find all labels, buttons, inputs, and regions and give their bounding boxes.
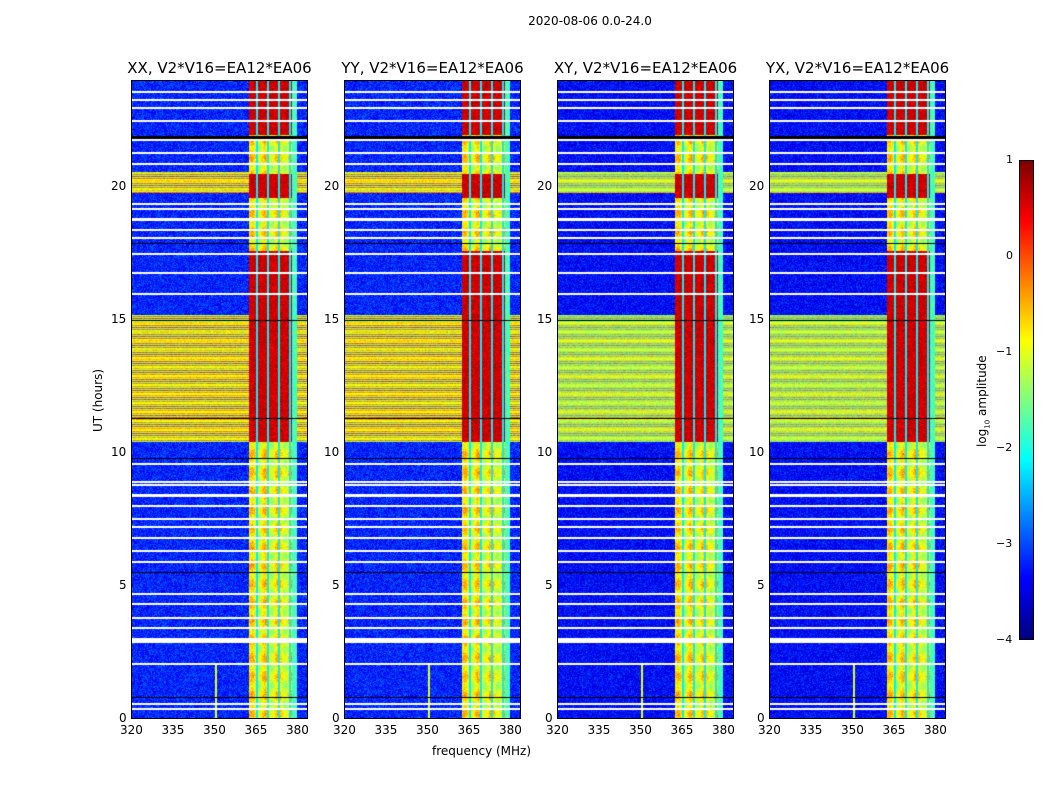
y-tick-label: 5: [119, 577, 127, 592]
y-tick-label: 0: [119, 711, 127, 725]
y-tick-label: 5: [757, 577, 765, 592]
y-tick-label: 5: [545, 577, 553, 592]
y-tick-label: 20: [324, 178, 340, 193]
colorbar-tick-label: −4: [996, 633, 1013, 646]
x-tick-label: 320: [546, 723, 569, 737]
panel-title: XY, V2*V16=EA12*EA06: [553, 59, 738, 77]
colorbar-tick-label: −3: [996, 537, 1013, 550]
y-tick-label: 20: [111, 178, 127, 193]
x-tick-label: 350: [202, 723, 226, 737]
x-tick-label: 380: [711, 723, 735, 737]
y-tick-label: 10: [111, 444, 127, 459]
y-tick-label: 10: [324, 444, 340, 459]
y-tick-label: 15: [111, 311, 127, 326]
y-tick-label: 15: [749, 311, 765, 326]
panel-title: YY, V2*V16=EA12*EA06: [341, 59, 524, 77]
x-tick-label: 335: [161, 723, 185, 737]
figure-title: 2020-08-06 0.0-24.0: [528, 14, 652, 28]
heatmap-image: [770, 81, 945, 718]
colorbar-tick-label: 1: [1006, 153, 1013, 166]
x-tick-label: 380: [285, 723, 309, 737]
y-tick-label: 10: [537, 444, 553, 459]
x-tick-label: 365: [244, 723, 268, 737]
x-tick-label: 335: [799, 723, 823, 737]
heatmap-image: [132, 81, 307, 718]
y-tick-label: 0: [757, 711, 765, 725]
heatmap-image: [558, 81, 733, 718]
x-tick-label: 320: [758, 723, 781, 737]
y-tick-label: 20: [749, 178, 765, 193]
colorbar-tick-label: −1: [996, 345, 1013, 358]
colorbar-label: log10 amplitude: [975, 355, 992, 447]
x-tick-label: 335: [374, 723, 398, 737]
heatmap-panel: [344, 80, 521, 719]
heatmap-image: [345, 81, 520, 718]
x-tick-label: 365: [670, 723, 694, 737]
x-tick-label: 365: [457, 723, 481, 737]
heatmap-panel: [769, 80, 946, 719]
y-tick-label: 20: [537, 178, 553, 193]
x-tick-label: 365: [882, 723, 906, 737]
x-tick-label: 320: [120, 723, 143, 737]
x-tick-label: 350: [628, 723, 652, 737]
panel-title: XX, V2*V16=EA12*EA06: [127, 59, 312, 77]
y-tick-label: 15: [537, 311, 553, 326]
panel-title: YX, V2*V16=EA12*EA06: [765, 59, 950, 77]
colorbar-tick-label: 0: [1006, 249, 1013, 262]
y-tick-label: 5: [332, 577, 340, 592]
x-tick-label: 380: [923, 723, 947, 737]
x-tick-label: 350: [415, 723, 439, 737]
x-axis-label: frequency (MHz): [432, 744, 532, 758]
y-tick-label: 15: [324, 311, 340, 326]
x-tick-label: 350: [840, 723, 864, 737]
colorbar: [1019, 160, 1034, 640]
y-axis-label: UT (hours): [91, 368, 105, 432]
heatmap-panel: [557, 80, 734, 719]
y-tick-label: 0: [545, 711, 553, 725]
x-tick-label: 380: [498, 723, 522, 737]
x-tick-label: 320: [333, 723, 356, 737]
y-tick-label: 10: [749, 444, 765, 459]
y-tick-label: 0: [332, 711, 340, 725]
heatmap-panel: [131, 80, 308, 719]
colorbar-tick-label: −2: [996, 441, 1013, 454]
x-tick-label: 335: [587, 723, 611, 737]
